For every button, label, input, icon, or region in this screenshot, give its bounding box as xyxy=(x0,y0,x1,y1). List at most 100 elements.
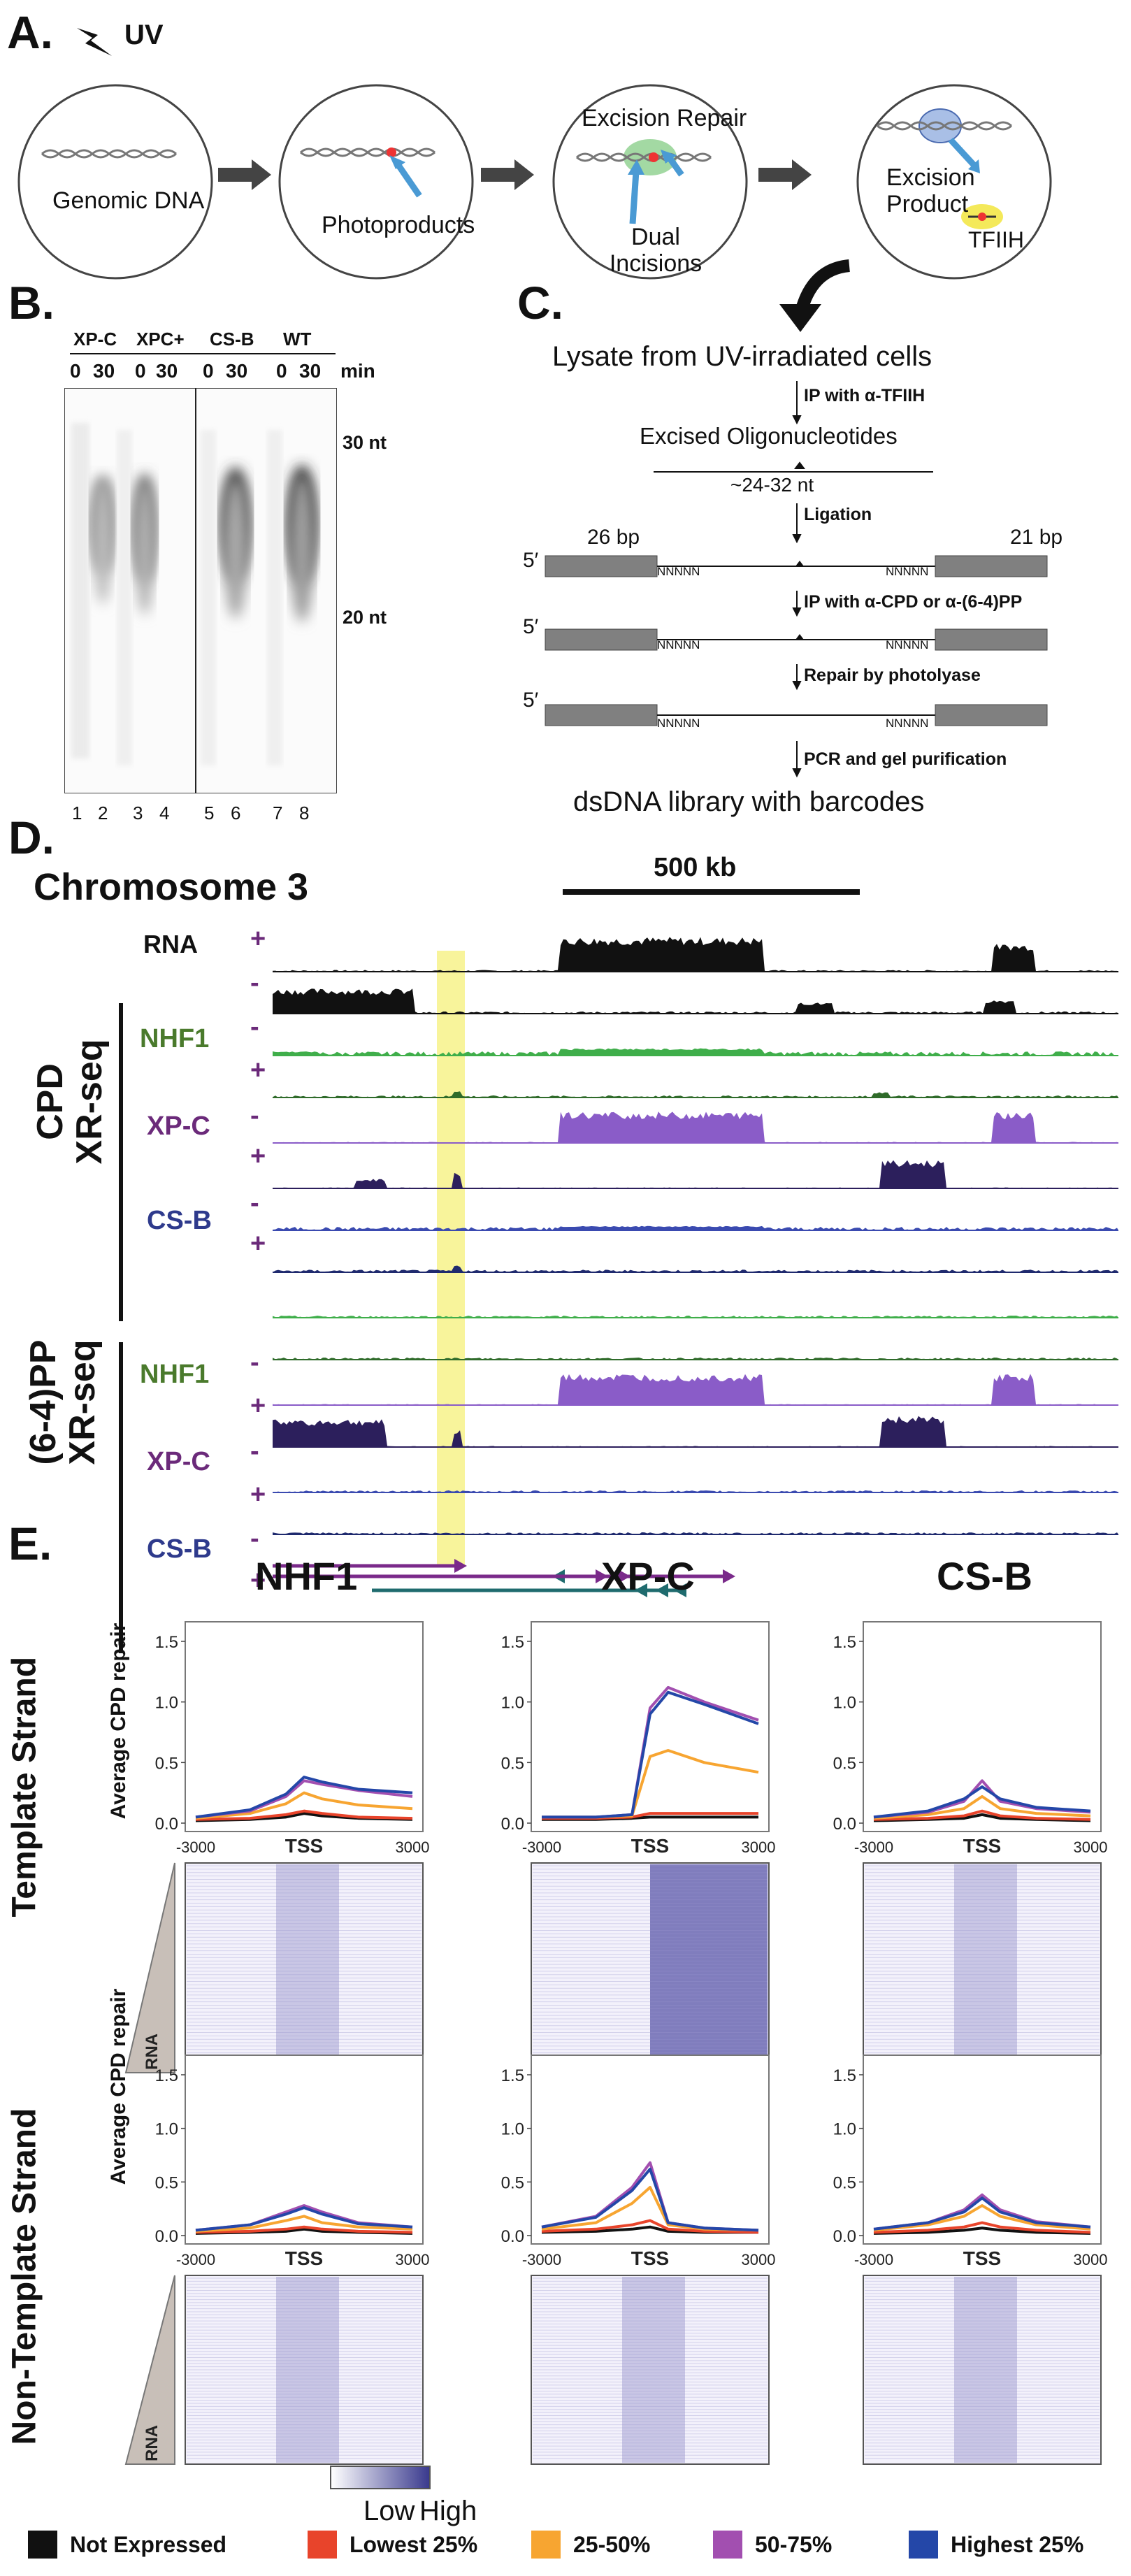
series-line xyxy=(195,1809,413,1821)
x-tick-label: TSS xyxy=(631,2247,669,2269)
legend-label: Lowest 25% xyxy=(350,2531,478,2557)
c-excised: Excised Oligonucleotides xyxy=(640,423,898,449)
rna-triangle-label: RNA xyxy=(143,2425,161,2461)
series-line xyxy=(542,1690,759,1819)
pp-xpc-plus xyxy=(273,1416,1118,1448)
cpd-nhf1-plus xyxy=(273,1091,1118,1098)
rna-plus-track xyxy=(273,937,1118,972)
strand-sign: - xyxy=(250,1524,259,1553)
d-xpc-1: XP-C xyxy=(147,1111,210,1141)
strand-sign: - xyxy=(250,1348,259,1377)
strand-sign: - xyxy=(250,1101,259,1130)
lane-4: 4 xyxy=(159,803,170,823)
y-tick-label: 0.0 xyxy=(833,1815,856,1834)
marker-30nt: 30 nt xyxy=(343,432,387,453)
x-tick-label: 3000 xyxy=(396,2251,430,2268)
pp-nhf1-plus xyxy=(273,1358,1118,1360)
legend-swatch xyxy=(909,2531,938,2559)
rna-gradient-triangle: RNA xyxy=(124,2275,175,2465)
rna-heatmap xyxy=(531,2275,770,2465)
strand-sign: + xyxy=(250,1056,266,1085)
scale-low: Low xyxy=(363,2496,415,2526)
time-5: 30 xyxy=(226,360,248,382)
series-line xyxy=(195,1776,413,1819)
rna-triangle-label: RNA xyxy=(143,2034,161,2070)
series-line xyxy=(195,2206,413,2232)
c-nnnnn-6: NNNNN xyxy=(886,717,929,730)
legend-swatch xyxy=(308,2531,337,2559)
rna-heatmap xyxy=(863,2275,1102,2465)
cpd-csb-minus xyxy=(273,1225,1118,1231)
time-2: 0 xyxy=(135,360,146,382)
arrow-a3 xyxy=(758,159,812,190)
pp-csb-plus xyxy=(273,1532,1118,1535)
circle-photoproducts xyxy=(278,84,474,280)
y-tick-label: 0.0 xyxy=(501,2227,524,2246)
time-4: 0 xyxy=(203,360,214,382)
y-tick-label: 1.5 xyxy=(155,2066,178,2085)
time-6: 0 xyxy=(276,360,287,382)
x-tick-label: 3000 xyxy=(742,2251,776,2268)
series-line xyxy=(195,2225,413,2234)
y-tick-label: 1.0 xyxy=(501,1694,524,1713)
rna-label: RNA xyxy=(143,930,198,958)
64pp-label-line1: (6-4)PP xyxy=(23,1339,64,1465)
strand-sign: + xyxy=(250,1229,266,1258)
x-tick-label: 3000 xyxy=(1074,1839,1108,1856)
label-genomic-dna: Genomic DNA xyxy=(52,187,205,214)
c-step2: Ligation xyxy=(804,505,872,524)
time-3: 30 xyxy=(156,360,178,382)
label-photoproducts: Photoproducts xyxy=(322,212,475,238)
legend-item: 25-50% xyxy=(531,2531,650,2559)
pp-nhf1-minus xyxy=(273,1316,1118,1318)
strand-sign: - xyxy=(250,1012,259,1042)
min-label: min xyxy=(340,360,375,382)
x-tick-label: TSS xyxy=(631,1835,669,1857)
strand-sign: - xyxy=(250,968,259,998)
x-tick-label: TSS xyxy=(285,2247,323,2269)
c-5prime-1: 5′ xyxy=(523,549,539,572)
d-nhf1-2: NHF1 xyxy=(140,1360,210,1389)
label-tfiih: TFIIH xyxy=(968,227,1024,252)
legend-swatch xyxy=(713,2531,742,2559)
group-underline xyxy=(70,353,336,354)
y-tick-label: 0.5 xyxy=(501,2173,524,2192)
strand-sign: - xyxy=(250,1188,259,1218)
c-5prime-3: 5′ xyxy=(523,689,539,712)
construct-2 xyxy=(545,628,1048,651)
time-1: 30 xyxy=(93,360,115,382)
cpd-label-line1: CPD xyxy=(30,1063,71,1140)
legend-item: Highest 25% xyxy=(909,2531,1083,2559)
gene-arrow-small xyxy=(273,1559,467,1573)
label-excision-repair: Excision Repair xyxy=(582,105,747,131)
strand-sign: + xyxy=(250,1391,266,1420)
d-csb-1: CS-B xyxy=(147,1206,212,1235)
lane-8: 8 xyxy=(299,803,310,823)
highlight-region xyxy=(437,951,465,1566)
panel-c-schematic xyxy=(545,381,1048,778)
y-tick-label: 0.5 xyxy=(155,2173,178,2192)
lane-1: 1 xyxy=(72,803,82,823)
lane-5: 5 xyxy=(204,803,215,823)
c-bottom: dsDNA library with barcodes xyxy=(573,786,925,817)
col-xpc: XP-C xyxy=(601,1554,695,1598)
heatmap-scale xyxy=(330,2466,431,2489)
y-tick-label: 0.0 xyxy=(155,1815,178,1834)
series-line xyxy=(873,1809,1091,1821)
rna-heatmap xyxy=(531,1862,770,2073)
scale-high: High xyxy=(419,2496,477,2526)
arrow-a1 xyxy=(218,159,271,190)
profile-chart: 1.5 1.0 0.5 0.0 -3000 TSS 3000 xyxy=(501,1621,775,1857)
x-tick-label: -3000 xyxy=(176,1839,215,1856)
circle-genomic-dna xyxy=(17,84,213,280)
gene-arrow-right xyxy=(432,1569,735,1583)
panel-letter-e: E. xyxy=(8,1518,52,1569)
cpd-csb-plus xyxy=(273,1265,1118,1273)
cpd-bracket xyxy=(119,1003,123,1321)
64pp-bracket xyxy=(119,1342,123,1653)
genome-browser-tracks xyxy=(273,937,1118,1597)
y-tick-label: 1.0 xyxy=(155,2120,178,2139)
x-tick-label: -3000 xyxy=(854,2251,893,2268)
profile-chart: 1.5 1.0 0.5 0.0 -3000 TSS 3000 xyxy=(501,2055,776,2269)
x-tick-label: -3000 xyxy=(522,1839,561,1856)
